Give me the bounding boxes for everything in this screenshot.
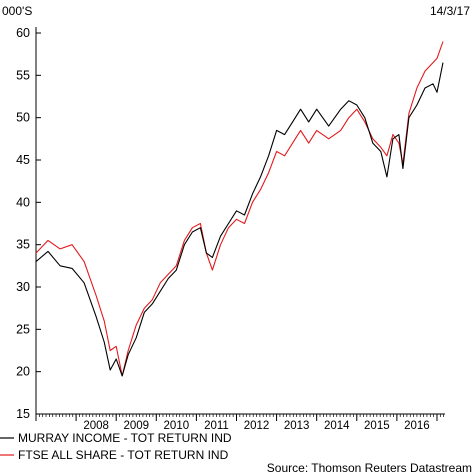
y-tick-label-35: 35 [16,238,30,252]
x-tick-label-2012: 2012 [244,420,270,432]
plot-area: 15 20 25 30 35 40 45 50 55 60 2008 2009 2010 2011 2012… [16,26,445,432]
x-tick-label-2013: 2013 [284,420,310,432]
series-line-ftse-all-share [35,41,444,377]
y-tick-label-50: 50 [16,111,30,125]
x-tick-label-2010: 2010 [164,420,190,432]
y-tick-label-60: 60 [16,26,30,40]
x-tick-label-2016: 2016 [404,420,430,432]
y-tick-label-45: 45 [16,153,30,167]
legend: MURRAY INCOME - TOT RETURN IND FTSE ALL … [0,431,232,462]
x-tick-label-2009: 2009 [123,420,149,432]
source-note: Source: Thomson Reuters Datastream [267,461,472,475]
x-tick-label-2015: 2015 [364,420,390,432]
date-label: 14/3/17 [430,4,470,18]
legend-label-ftse: FTSE ALL SHARE - TOT RETURN IND [18,448,229,462]
y-tick-label-25: 25 [16,322,30,336]
y-tick-label-55: 55 [16,68,30,82]
y-tick-label-40: 40 [16,195,30,209]
y-tick-label-20: 20 [16,365,30,379]
series-line-murray-income [35,62,444,377]
y-tick-label-15: 15 [16,407,30,421]
unit-label: 000'S [2,4,32,18]
x-tick-label-2014: 2014 [324,420,350,432]
x-tick-label-2008: 2008 [83,420,109,432]
y-tick-label-30: 30 [16,280,30,294]
x-tick-label-2011: 2011 [204,420,229,432]
legend-label-murray: MURRAY INCOME - TOT RETURN IND [18,431,232,445]
